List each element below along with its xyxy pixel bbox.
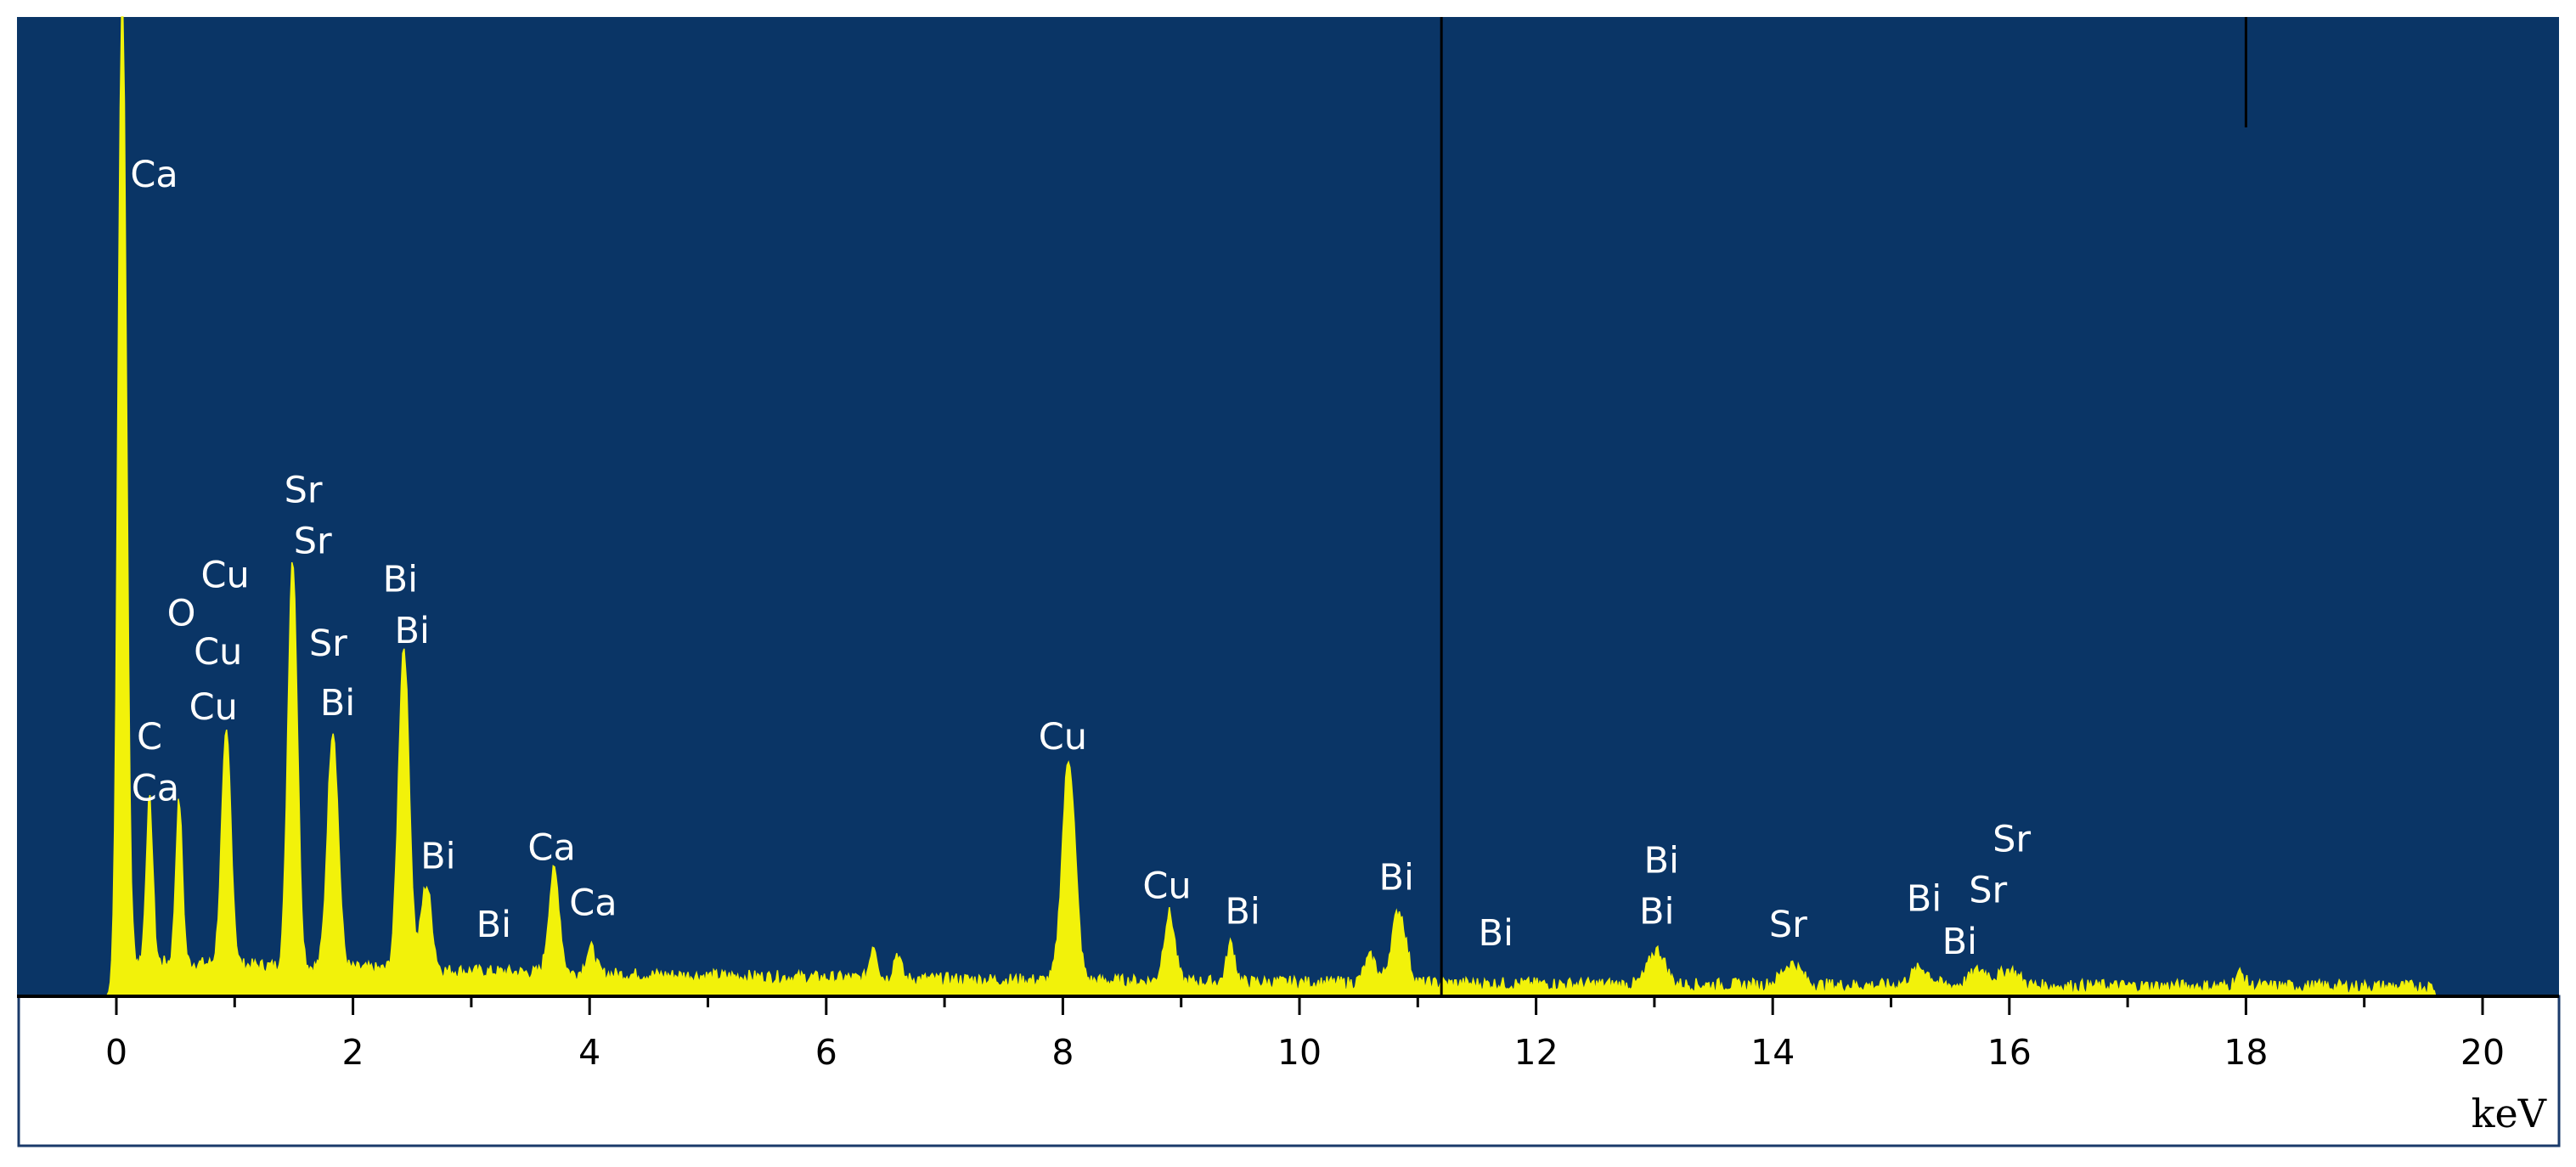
peak-label: Bi	[420, 836, 455, 878]
peak-label: Bi	[395, 610, 430, 652]
peak-label: Sr	[294, 520, 332, 562]
peak-label: Bi	[476, 904, 511, 946]
marker-layer	[1440, 17, 2247, 996]
x-tick-label: 16	[1987, 1032, 2032, 1073]
peak-label: Sr	[1769, 904, 1807, 946]
peak-label: Sr	[1993, 818, 2031, 860]
x-tick-label: 6	[815, 1032, 837, 1073]
peak-label: Sr	[309, 623, 347, 665]
x-tick-label: 0	[105, 1032, 127, 1073]
x-tick-label: 20	[2460, 1032, 2505, 1073]
peak-label: Sr	[285, 469, 323, 511]
x-tick-label: 18	[2224, 1032, 2268, 1073]
peak-label: Ca	[132, 767, 179, 809]
x-tick-label: 4	[578, 1032, 600, 1073]
peak-label: Cu	[194, 631, 242, 674]
x-axis-unit-label: keV	[2472, 1091, 2547, 1136]
x-tick-label: 12	[1514, 1032, 1559, 1073]
peak-label: Cu	[201, 555, 250, 597]
peak-label: Cu	[1039, 716, 1087, 758]
x-tick-label: 14	[1750, 1032, 1795, 1073]
peak-label: Bi	[320, 682, 355, 724]
peak-label: Bi	[1644, 840, 1679, 882]
peak-label: Bi	[1479, 912, 1513, 955]
peak-label: C	[137, 716, 162, 758]
peak-label: Bi	[1639, 891, 1674, 933]
x-tick-label: 8	[1051, 1032, 1074, 1073]
peak-label: Cu	[189, 686, 238, 729]
peak-label: Cu	[1142, 865, 1191, 908]
peak-label: Ca	[527, 827, 575, 870]
peak-label: Ca	[569, 882, 617, 925]
x-axis-ticks: 0 2 4 6 8 10 12 14 16 18 20	[105, 996, 2505, 1073]
x-tick-label: 10	[1277, 1032, 1322, 1073]
spectrum-layer	[104, 16, 2448, 997]
peak-label: Bi	[1942, 921, 1977, 963]
peak-label: Bi	[1378, 857, 1413, 899]
peak-label: Bi	[1225, 891, 1260, 933]
peak-label: Bi	[383, 559, 418, 601]
peak-label: Bi	[1907, 878, 1942, 921]
spectrum-series	[104, 16, 2448, 997]
peak-label: Sr	[1969, 870, 2007, 912]
axis-panel	[17, 995, 2561, 1147]
plot-background	[17, 17, 2559, 996]
x-tick-label: 2	[342, 1032, 364, 1073]
peak-label: O	[167, 593, 196, 635]
peak-label: Ca	[130, 154, 178, 196]
